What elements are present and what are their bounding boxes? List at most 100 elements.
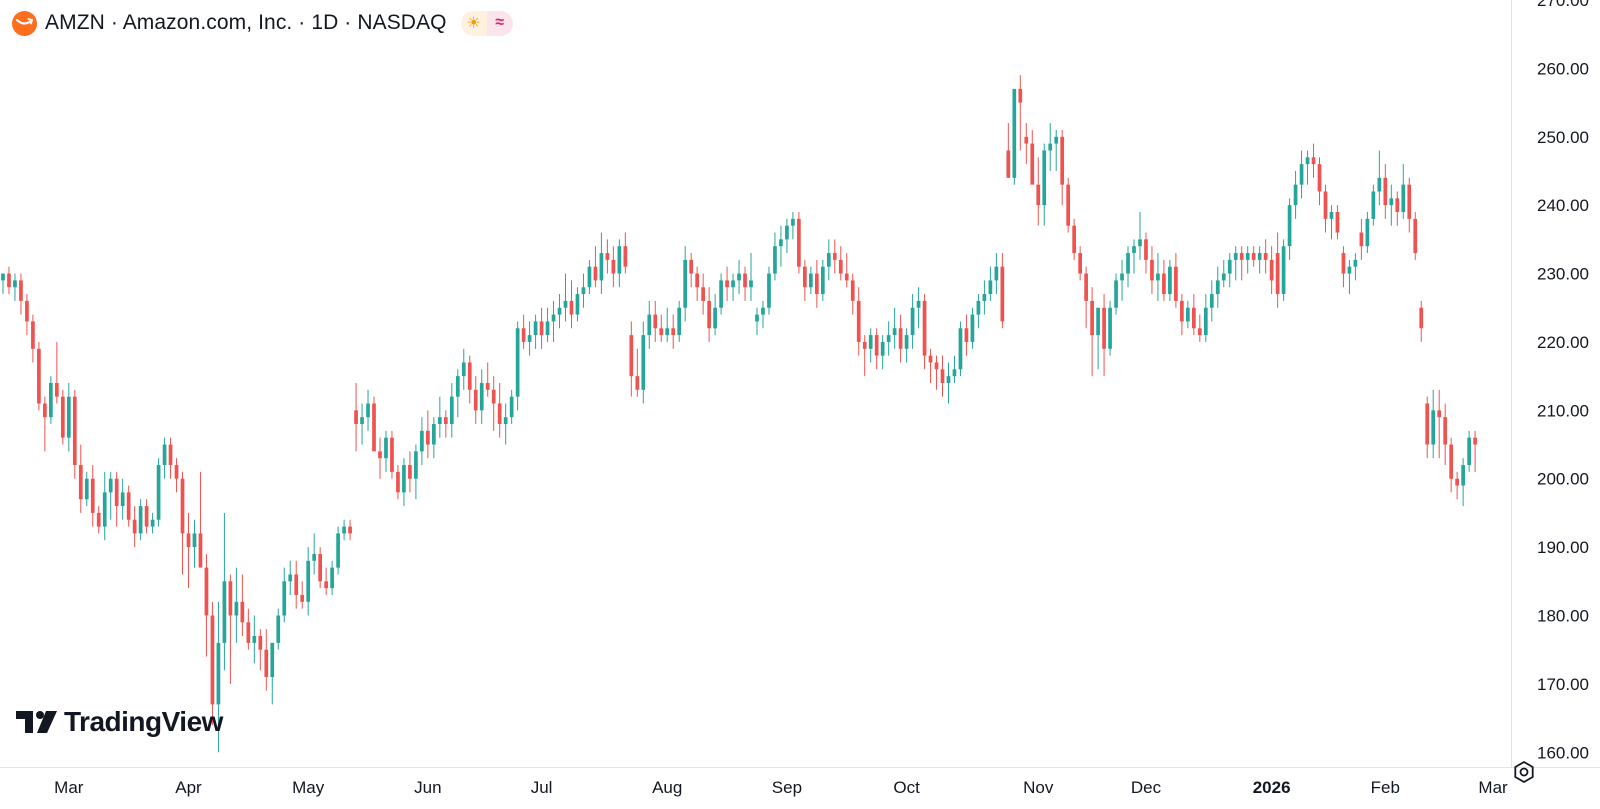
candle: [84, 471, 89, 507]
candle-body: [1257, 253, 1262, 260]
candle-body: [210, 615, 215, 705]
candle: [204, 553, 209, 657]
candle: [1018, 75, 1023, 151]
x-tick-label: Jun: [414, 778, 441, 797]
candle: [126, 485, 131, 527]
wave-icon[interactable]: ≈: [486, 10, 513, 36]
candle: [240, 574, 245, 637]
candle: [443, 410, 448, 438]
candle-body: [473, 389, 478, 411]
candle-body: [1299, 164, 1304, 185]
candle: [1006, 123, 1011, 178]
y-tick-label: 240.00: [1537, 196, 1589, 215]
symbol-header[interactable]: AMZN · Amazon.com, Inc. · 1D · NASDAQ ☀ …: [12, 8, 513, 38]
candle: [288, 560, 293, 595]
time-axis[interactable]: Mar Apr May Jun Jul Aug Sep Oct Nov Dec 2026 Feb Mar: [54, 778, 1508, 797]
candle: [767, 266, 771, 315]
candle-body: [37, 348, 41, 404]
candle-body: [491, 389, 496, 404]
candle: [1186, 300, 1190, 329]
candle: [581, 273, 586, 308]
candle: [1209, 280, 1214, 322]
candle-body: [330, 567, 334, 589]
candle-body: [204, 567, 209, 616]
candle: [264, 629, 269, 691]
candle: [1096, 307, 1100, 370]
candle-body: [1311, 157, 1316, 165]
candle: [491, 376, 496, 431]
candle: [300, 581, 305, 609]
candle: [803, 259, 807, 301]
candle-body: [916, 300, 921, 308]
candle-body: [1287, 205, 1292, 247]
candle-body: [940, 369, 945, 383]
candle-body: [1215, 280, 1220, 295]
candle: [820, 259, 825, 301]
candle: [473, 376, 478, 425]
candle: [611, 246, 616, 288]
candle: [1377, 150, 1382, 206]
candle-body: [1203, 307, 1208, 336]
candle-body: [1431, 410, 1436, 445]
candle: [665, 307, 670, 342]
candle-body: [1251, 253, 1256, 260]
x-tick-label: Jul: [531, 778, 553, 797]
candle: [1132, 239, 1136, 274]
candle: [617, 239, 622, 288]
y-tick-label: 190.00: [1537, 538, 1589, 557]
candle-body: [1425, 403, 1430, 445]
candle-body: [282, 581, 287, 616]
candle: [719, 273, 723, 315]
price-axis[interactable]: 160.00 170.00 180.00 190.00 200.00 210.00 220.…: [1537, 0, 1589, 762]
candle: [1389, 184, 1394, 226]
candle: [437, 396, 442, 438]
candle-body: [683, 259, 688, 308]
candle: [1114, 273, 1118, 315]
candle: [372, 396, 376, 452]
candle: [1203, 294, 1208, 342]
candle-body: [306, 560, 311, 602]
candle-body: [1060, 136, 1065, 185]
tradingview-logo[interactable]: TradingView: [16, 706, 223, 738]
gear-icon[interactable]: [1510, 758, 1538, 786]
candle-body: [198, 533, 203, 568]
candle: [725, 266, 729, 301]
candle: [1335, 205, 1340, 240]
candle-body: [785, 225, 789, 240]
candle-body: [898, 328, 903, 349]
candle: [1281, 239, 1286, 301]
candle: [1036, 157, 1041, 226]
candle: [1090, 287, 1094, 377]
candle: [605, 239, 610, 274]
candle: [66, 382, 71, 452]
y-tick-label: 170.00: [1537, 675, 1589, 694]
candle-body: [1144, 239, 1148, 260]
candle-body: [587, 266, 592, 288]
candle-body: [150, 519, 155, 527]
candle-body: [1078, 253, 1082, 274]
status-badges[interactable]: ☀ ≈: [460, 10, 513, 36]
candle-body: [1096, 307, 1100, 336]
candle-body: [1461, 465, 1465, 486]
candle-body: [360, 417, 364, 425]
candle-body: [1317, 164, 1322, 192]
candle: [1126, 246, 1130, 288]
candle: [1293, 170, 1298, 219]
candle: [19, 273, 23, 315]
candle: [701, 273, 705, 315]
sun-icon[interactable]: ☀: [460, 10, 487, 36]
candle: [1138, 212, 1142, 260]
candle-body: [1305, 157, 1310, 165]
candle: [1347, 259, 1352, 295]
candle: [1287, 198, 1292, 260]
candle-body: [114, 478, 119, 507]
x-tick-label: Sep: [772, 778, 802, 797]
candle: [384, 430, 388, 472]
candle: [72, 389, 77, 479]
candle-body: [725, 280, 729, 288]
x-tick-label: Mar: [54, 778, 84, 797]
candle: [521, 314, 526, 349]
candle-body: [108, 478, 113, 493]
candles-layer: [1, 75, 1477, 753]
